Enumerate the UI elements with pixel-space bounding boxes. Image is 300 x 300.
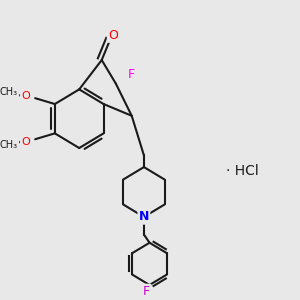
Text: F: F bbox=[143, 285, 150, 298]
Text: O: O bbox=[108, 28, 118, 42]
Text: F: F bbox=[128, 68, 135, 81]
Text: O: O bbox=[21, 91, 30, 101]
Text: · HCl: · HCl bbox=[226, 164, 259, 178]
Text: CH₃: CH₃ bbox=[0, 140, 18, 150]
Text: CH₃: CH₃ bbox=[0, 87, 18, 97]
Text: O: O bbox=[21, 136, 30, 147]
Text: N: N bbox=[139, 210, 149, 224]
